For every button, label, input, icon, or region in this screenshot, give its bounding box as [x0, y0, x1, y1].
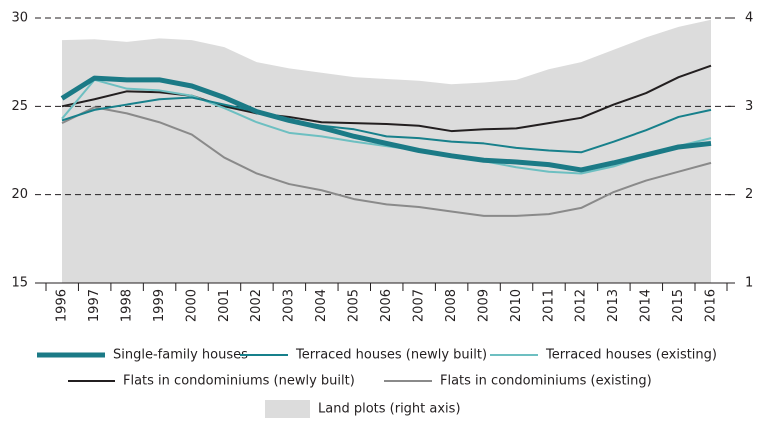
y-tick-label: 30: [11, 11, 28, 26]
y2-tick-label: 1: [745, 276, 753, 291]
x-tick-label: 2016: [704, 289, 719, 322]
series-line: [61, 78, 712, 175]
series-line: [61, 96, 712, 154]
y2-tick-label: 2: [745, 187, 753, 202]
x-tick-label: 2008: [444, 289, 459, 322]
x-tick-label: 2001: [217, 289, 232, 322]
x-tick-label: 2010: [509, 289, 524, 322]
legend-label: Flats in condominiums (existing): [440, 374, 652, 389]
x-tick-label: 2015: [671, 289, 686, 322]
legend-label: Flats in condominiums (newly built): [123, 374, 355, 389]
x-tick-label: 2014: [639, 289, 654, 322]
legend-label: Terraced houses (existing): [545, 348, 717, 363]
series-line: [60, 75, 712, 173]
y-tick-label: 15: [11, 276, 28, 291]
x-tick-label: 1999: [152, 289, 167, 322]
legend-swatch: [265, 400, 310, 418]
x-tick-label: 1997: [87, 289, 102, 322]
x-tick-label: 2005: [347, 289, 362, 322]
legend-label: Single-family houses: [113, 348, 248, 363]
y-tick-label: 20: [11, 187, 28, 202]
x-tick-label: 2013: [606, 289, 621, 322]
series-line: [61, 106, 712, 217]
x-tick-label: 2002: [249, 289, 264, 322]
x-tick-label: 1998: [119, 289, 134, 322]
x-tick-label: 2009: [476, 289, 491, 322]
x-tick-label: 2003: [282, 289, 297, 322]
legend-label: Terraced houses (newly built): [295, 348, 487, 363]
y-tick-label: 25: [11, 99, 28, 114]
x-tick-label: 1996: [55, 289, 70, 322]
x-tick-label: 2011: [541, 289, 556, 322]
land-area: [62, 19, 711, 284]
x-tick-label: 2007: [411, 289, 426, 322]
series-line: [61, 64, 712, 133]
legend-label: Land plots (right axis): [318, 402, 461, 417]
x-tick-label: 2006: [379, 289, 394, 322]
y2-tick-label: 3: [745, 99, 753, 114]
y2-tick-label: 4: [745, 11, 753, 26]
x-tick-label: 2000: [184, 289, 199, 322]
x-tick-label: 2012: [574, 289, 589, 322]
x-tick-label: 2004: [314, 289, 329, 322]
